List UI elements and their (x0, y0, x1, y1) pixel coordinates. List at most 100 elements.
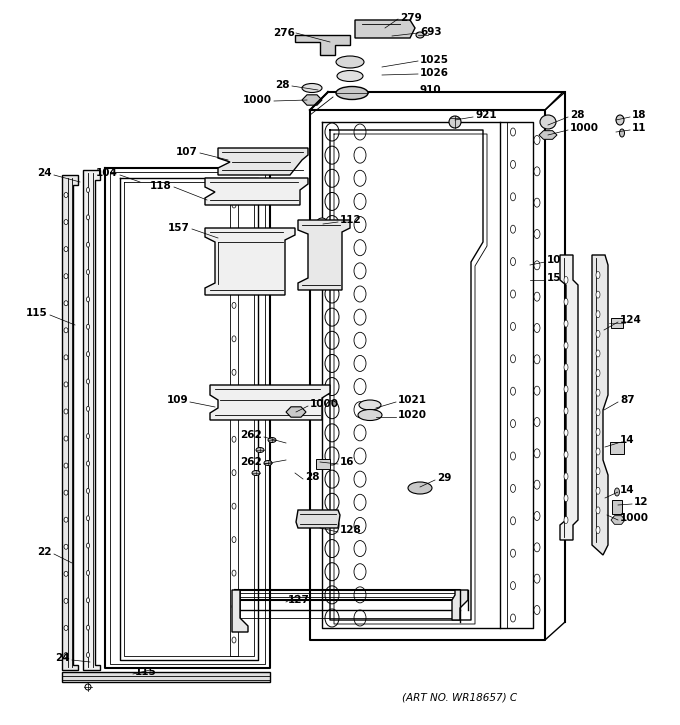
Ellipse shape (325, 355, 339, 373)
Ellipse shape (354, 355, 366, 371)
Ellipse shape (564, 429, 568, 436)
Ellipse shape (449, 116, 461, 128)
Ellipse shape (534, 386, 540, 395)
Ellipse shape (325, 378, 339, 396)
Polygon shape (210, 385, 330, 420)
Ellipse shape (86, 515, 90, 521)
Polygon shape (218, 148, 308, 175)
Ellipse shape (534, 136, 540, 144)
Ellipse shape (86, 571, 90, 576)
Text: 104: 104 (96, 168, 118, 178)
Polygon shape (62, 672, 270, 682)
Ellipse shape (325, 563, 339, 581)
Ellipse shape (86, 489, 90, 494)
Ellipse shape (232, 403, 236, 409)
Ellipse shape (354, 610, 366, 626)
Ellipse shape (511, 581, 515, 589)
Ellipse shape (534, 292, 540, 301)
Text: 109: 109 (167, 395, 188, 405)
Ellipse shape (325, 215, 339, 233)
Polygon shape (452, 590, 468, 620)
Text: 14: 14 (620, 435, 634, 445)
Text: (ART NO. WR18657) C: (ART NO. WR18657) C (403, 693, 517, 703)
Text: 1000: 1000 (310, 399, 339, 409)
Ellipse shape (86, 270, 90, 275)
Ellipse shape (564, 342, 568, 349)
Ellipse shape (325, 586, 339, 604)
Text: 1000: 1000 (243, 95, 272, 105)
Ellipse shape (86, 543, 90, 548)
Ellipse shape (64, 598, 68, 603)
Text: 262: 262 (240, 457, 262, 467)
Ellipse shape (354, 194, 366, 210)
Ellipse shape (86, 242, 90, 247)
Text: 118: 118 (150, 181, 172, 191)
Ellipse shape (408, 482, 432, 494)
Ellipse shape (86, 188, 90, 193)
Text: 12: 12 (634, 497, 649, 507)
Text: 87: 87 (620, 395, 634, 405)
Ellipse shape (511, 290, 515, 298)
Ellipse shape (86, 461, 90, 466)
Ellipse shape (540, 115, 556, 129)
Ellipse shape (511, 128, 515, 136)
Ellipse shape (336, 56, 364, 68)
Ellipse shape (86, 352, 90, 357)
Ellipse shape (354, 494, 366, 510)
FancyBboxPatch shape (610, 442, 624, 454)
Text: 1026: 1026 (420, 68, 449, 78)
Text: 1020: 1020 (398, 410, 427, 420)
Ellipse shape (564, 298, 568, 305)
Ellipse shape (354, 147, 366, 163)
Polygon shape (560, 255, 578, 540)
Ellipse shape (232, 302, 236, 308)
Ellipse shape (534, 167, 540, 176)
Ellipse shape (325, 308, 339, 326)
Polygon shape (592, 255, 608, 555)
Ellipse shape (86, 379, 90, 384)
Polygon shape (611, 515, 625, 524)
Ellipse shape (511, 484, 515, 492)
Text: 1021: 1021 (398, 395, 427, 405)
Ellipse shape (64, 490, 68, 495)
Ellipse shape (354, 425, 366, 441)
Ellipse shape (564, 364, 568, 370)
Ellipse shape (354, 332, 366, 348)
Ellipse shape (86, 434, 90, 439)
Ellipse shape (232, 536, 236, 542)
Ellipse shape (564, 516, 568, 523)
Ellipse shape (325, 470, 339, 488)
Ellipse shape (354, 217, 366, 233)
Ellipse shape (511, 355, 515, 362)
Ellipse shape (264, 460, 272, 465)
Ellipse shape (64, 652, 68, 658)
Ellipse shape (615, 488, 619, 496)
Ellipse shape (596, 409, 600, 416)
Polygon shape (83, 170, 100, 670)
Ellipse shape (325, 123, 339, 141)
Ellipse shape (596, 389, 600, 396)
Ellipse shape (86, 297, 90, 302)
Ellipse shape (511, 614, 515, 622)
Ellipse shape (534, 605, 540, 615)
Text: 115: 115 (27, 308, 48, 318)
Text: 115: 115 (135, 667, 157, 677)
Ellipse shape (64, 463, 68, 468)
Ellipse shape (596, 428, 600, 436)
Ellipse shape (64, 626, 68, 631)
Text: 1000: 1000 (570, 123, 599, 133)
Ellipse shape (325, 424, 339, 442)
Ellipse shape (354, 378, 366, 394)
Ellipse shape (564, 473, 568, 480)
Ellipse shape (232, 503, 236, 509)
Ellipse shape (534, 512, 540, 521)
Ellipse shape (325, 609, 339, 627)
Text: 14: 14 (620, 485, 634, 495)
Ellipse shape (596, 487, 600, 494)
Ellipse shape (354, 286, 366, 302)
Text: 28: 28 (570, 110, 585, 120)
Ellipse shape (596, 350, 600, 357)
Ellipse shape (511, 452, 515, 460)
Ellipse shape (619, 129, 624, 137)
Text: 127: 127 (288, 595, 310, 605)
